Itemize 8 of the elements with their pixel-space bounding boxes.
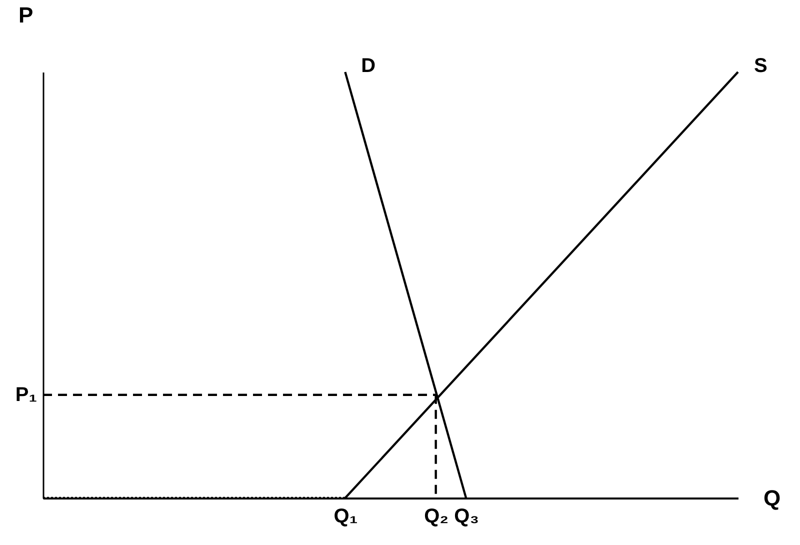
x-tick-label: Q₂ [424,506,449,528]
series-label: D [361,55,376,77]
x-axis-title: Q [764,486,781,510]
text: P₁ [15,384,37,406]
series-label: S [754,55,768,77]
y-axis-title: P [18,2,34,28]
x-tick-label: Q₁ [334,506,358,528]
x-tick-label: Q₃ [454,506,479,528]
